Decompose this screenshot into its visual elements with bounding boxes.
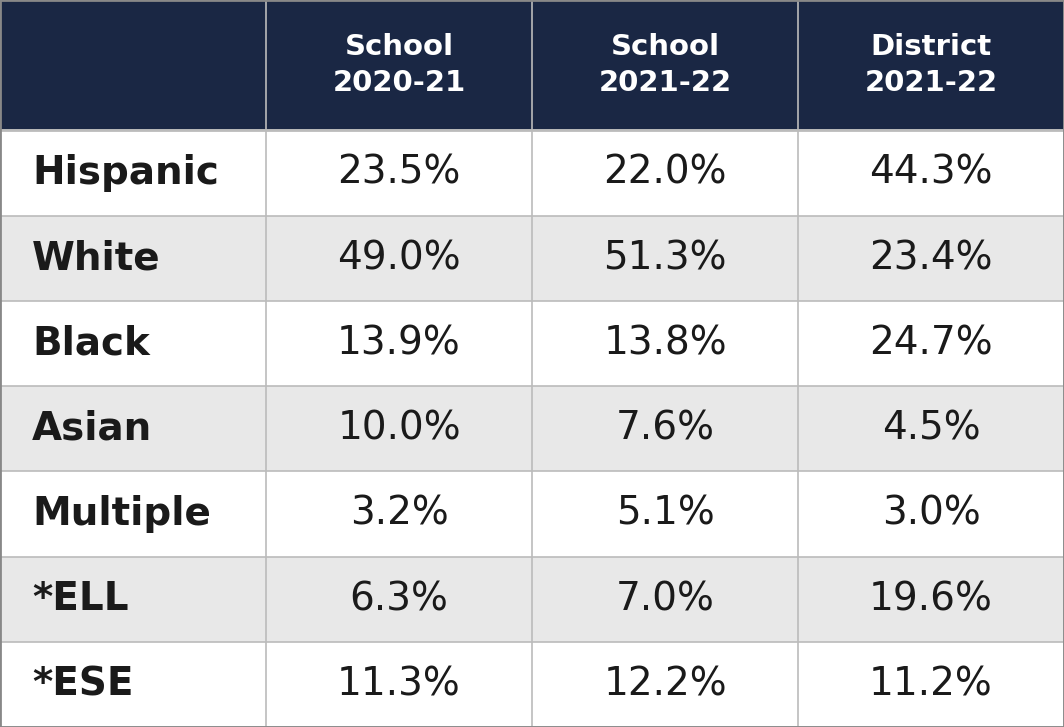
Text: 7.0%: 7.0% — [616, 580, 714, 618]
Bar — [266, 471, 532, 557]
Text: 23.4%: 23.4% — [869, 239, 993, 277]
Bar — [532, 301, 798, 386]
Text: *ELL: *ELL — [32, 580, 129, 618]
Bar — [798, 471, 1064, 557]
Bar — [0, 471, 266, 557]
Text: Black: Black — [32, 324, 150, 363]
Text: School: School — [611, 33, 719, 61]
Text: Asian: Asian — [32, 410, 152, 448]
Text: 24.7%: 24.7% — [869, 324, 993, 363]
Text: 11.3%: 11.3% — [337, 665, 461, 704]
Text: School: School — [345, 33, 453, 61]
Text: 13.8%: 13.8% — [603, 324, 727, 363]
Text: 2021-22: 2021-22 — [598, 69, 732, 97]
Bar — [798, 130, 1064, 216]
Text: 5.1%: 5.1% — [616, 495, 714, 533]
Bar — [266, 130, 532, 216]
Bar — [798, 386, 1064, 471]
Bar — [798, 557, 1064, 642]
Bar — [266, 216, 532, 301]
Text: White: White — [32, 239, 161, 277]
Bar — [798, 0, 1064, 130]
Bar — [532, 642, 798, 727]
Bar — [798, 301, 1064, 386]
Bar — [0, 642, 266, 727]
Text: Hispanic: Hispanic — [32, 154, 219, 192]
Text: 49.0%: 49.0% — [337, 239, 461, 277]
Text: 13.9%: 13.9% — [337, 324, 461, 363]
Bar — [266, 386, 532, 471]
Bar — [0, 130, 266, 216]
Bar — [0, 216, 266, 301]
Text: 51.3%: 51.3% — [603, 239, 727, 277]
Bar — [532, 0, 798, 130]
Bar — [798, 216, 1064, 301]
Bar — [532, 557, 798, 642]
Bar — [0, 386, 266, 471]
Bar — [798, 642, 1064, 727]
Text: 6.3%: 6.3% — [350, 580, 448, 618]
Bar — [532, 471, 798, 557]
Bar — [532, 216, 798, 301]
Bar — [532, 130, 798, 216]
Text: Multiple: Multiple — [32, 495, 211, 533]
Text: *ESE: *ESE — [32, 665, 133, 704]
Text: 3.2%: 3.2% — [350, 495, 448, 533]
Bar — [266, 642, 532, 727]
Text: District: District — [870, 33, 992, 61]
Text: 44.3%: 44.3% — [869, 154, 993, 192]
Bar — [532, 386, 798, 471]
Text: 2020-21: 2020-21 — [332, 69, 466, 97]
Bar — [0, 0, 266, 130]
Bar — [266, 0, 532, 130]
Text: 19.6%: 19.6% — [869, 580, 993, 618]
Text: 23.5%: 23.5% — [337, 154, 461, 192]
Text: 2021-22: 2021-22 — [864, 69, 998, 97]
Bar — [266, 557, 532, 642]
Text: 12.2%: 12.2% — [603, 665, 727, 704]
Text: 4.5%: 4.5% — [882, 410, 980, 448]
Bar — [0, 557, 266, 642]
Text: 10.0%: 10.0% — [337, 410, 461, 448]
Bar — [0, 301, 266, 386]
Text: 11.2%: 11.2% — [869, 665, 993, 704]
Text: 22.0%: 22.0% — [603, 154, 727, 192]
Bar — [266, 301, 532, 386]
Text: 7.6%: 7.6% — [615, 410, 715, 448]
Text: 3.0%: 3.0% — [882, 495, 980, 533]
